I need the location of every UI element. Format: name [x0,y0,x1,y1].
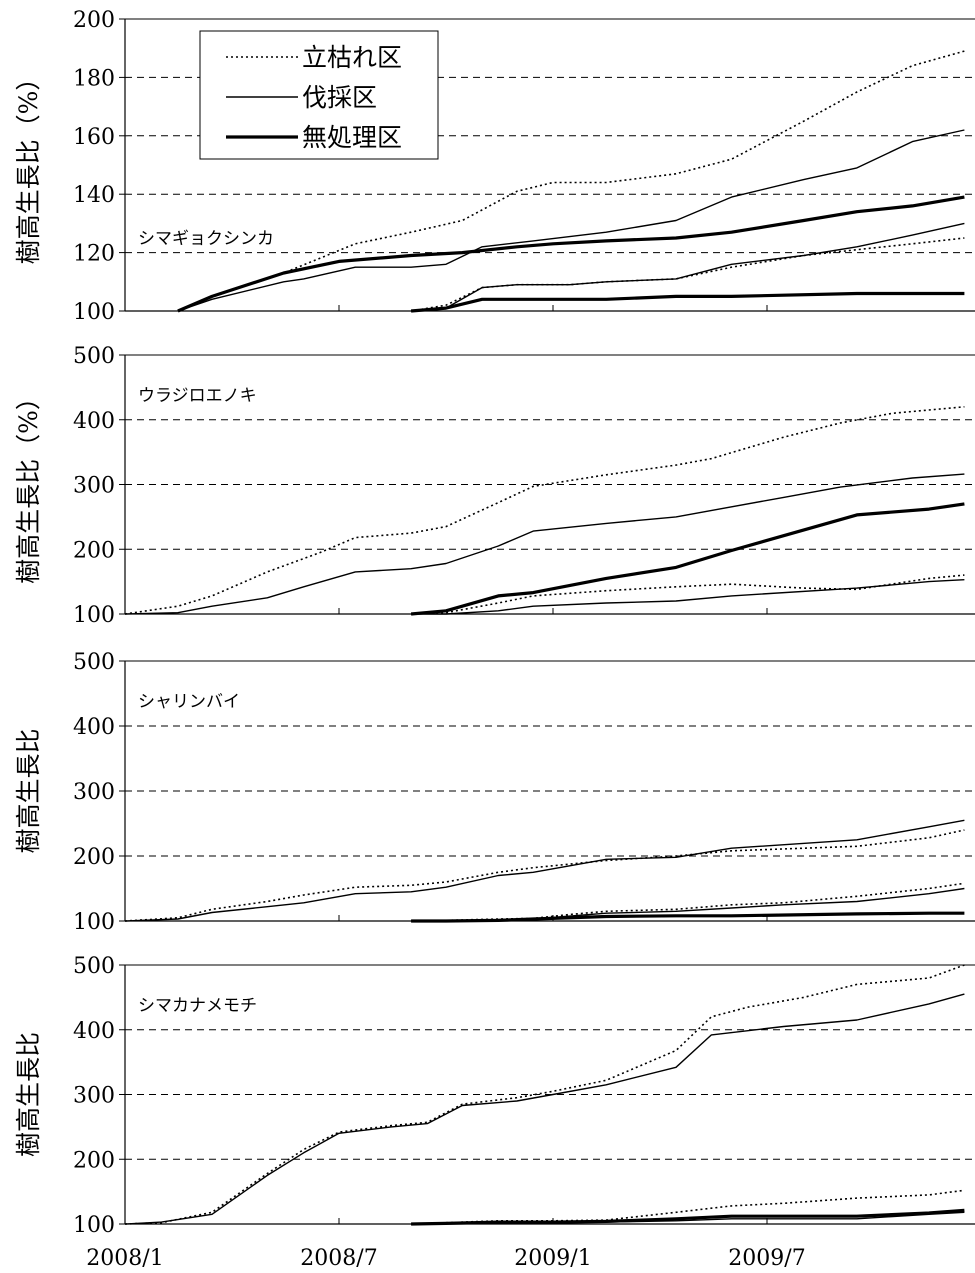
series-line-dotted [411,574,965,615]
y-tick-label: 200 [73,8,115,33]
x-tick-label: 2009/7 [728,1246,805,1271]
chart-panel-3: 100 200 300 400 500 樹高生長比 シャリンバイ [14,650,975,935]
series-line-thin [124,473,965,615]
chart-panel-2: 100 200 300 400 500 樹高生長比（%） ウラジロエノキ [14,344,975,628]
species-label: シマギョクシンカ [138,229,274,249]
series-line-thick [411,911,965,923]
series-line-thin [411,222,965,312]
y-tick-label: 200 [73,1148,115,1173]
y-tick-label: 400 [73,1019,115,1044]
series-line-dotted [124,964,965,1225]
species-label: シャリンバイ [138,692,240,712]
x-tick-label: 2008/7 [300,1246,377,1271]
series-line-dotted [124,829,965,922]
series-line-dotted [177,50,965,312]
series-line-thin [124,993,965,1225]
x-tick-label: 2008/1 [86,1246,163,1271]
y-axis-label: 樹高生長比 [14,1032,43,1157]
y-tick-label: 300 [73,474,115,499]
y-tick-label: 100 [73,300,115,325]
y-tick-label: 200 [73,845,115,870]
y-tick-label: 180 [73,66,115,91]
series-line-thin [124,819,965,922]
y-tick-label: 300 [73,1084,115,1109]
y-tick-label: 400 [73,715,115,740]
series-line-dotted [411,882,965,922]
series-line-thick [411,1208,965,1226]
species-label: シマカナメモチ [138,996,257,1016]
y-axis-label: 樹高生長比（%） [14,385,43,584]
y-tick-label: 140 [73,183,115,208]
species-label: ウラジロエノキ [138,386,257,406]
y-tick-label: 300 [73,780,115,805]
chart-panel-1: 100 120 140 160 180 200 樹高生長比（%） シマギョクシンカ [14,8,975,325]
y-tick-label: 400 [73,409,115,434]
series-line-dotted [411,1189,965,1225]
y-tick-label: 500 [73,954,115,979]
y-tick-label: 100 [73,910,115,935]
y-tick-label: 500 [73,650,115,675]
y-tick-label: 200 [73,538,115,563]
series-line-thick [410,291,965,313]
y-tick-label: 160 [73,125,115,150]
series-line-thin [177,129,965,312]
y-tick-label: 100 [73,1213,115,1238]
legend-label: 立枯れ区 [302,43,402,72]
series-line-thick [410,502,965,616]
y-tick-label: 500 [73,344,115,369]
series-line-dotted [124,406,965,615]
series-line-thick [177,195,965,313]
x-tick-label: 2009/1 [514,1246,591,1271]
legend-box [199,30,439,160]
y-axis-label: 樹高生長比（%） [14,66,43,265]
y-tick-label: 100 [73,603,115,628]
legend-label: 無処理区 [302,123,402,152]
y-tick-label: 120 [73,242,115,267]
y-axis-label: 樹高生長比 [14,728,43,853]
legend-label: 伐採区 [302,83,377,112]
chart-panel-4: 100 200 300 400 500 樹高生長比 シマカナメモチ [14,954,975,1238]
series-line-thin [411,579,965,615]
